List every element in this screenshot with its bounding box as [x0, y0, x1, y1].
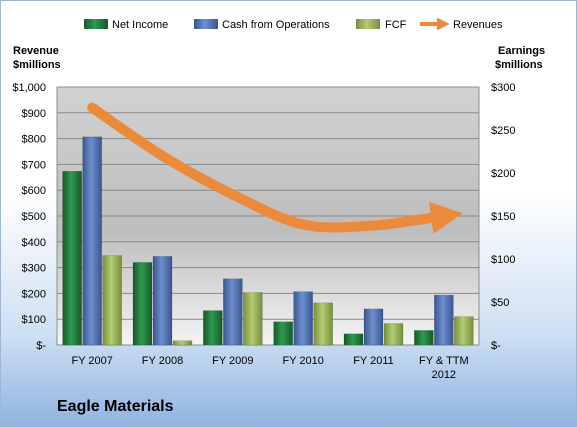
legend-swatch-fcf — [356, 19, 380, 29]
left-tick-label: $900 — [22, 108, 46, 120]
legend-swatch-cash-from-operations — [194, 19, 218, 29]
legend-label-fcf: FCF — [385, 19, 407, 31]
right-tick-label: $200 — [491, 168, 515, 180]
left-tick-label: $300 — [22, 263, 46, 275]
bar-fcf — [172, 340, 193, 346]
line-revenues — [87, 102, 463, 234]
bar-cash-from-operations — [82, 136, 102, 346]
category-label: FY 2007 — [71, 355, 112, 367]
category-label: FY 2008 — [142, 355, 183, 367]
bar-net-income — [414, 330, 434, 346]
revenue-line — [87, 102, 463, 234]
legend-label-revenues: Revenues — [453, 19, 503, 31]
company-name: Eagle Materials — [57, 398, 174, 415]
bars — [62, 136, 474, 346]
left-tick-label: $100 — [22, 314, 46, 326]
bar-fcf — [243, 292, 263, 346]
left-tick-label: $200 — [22, 288, 46, 300]
bar-cash-from-operations — [434, 294, 454, 346]
right-tick-label: $300 — [491, 82, 515, 94]
bar-fcf — [102, 255, 122, 346]
bar-net-income — [62, 171, 82, 346]
legend-swatch-net-income — [84, 19, 108, 29]
gridlines — [57, 112, 479, 320]
left-axis-ticks: $- $100 $200 $300 $400 $500 $600 $700 $800 $900 $1… — [12, 82, 46, 352]
bar-net-income — [343, 333, 364, 346]
legend-label-net-income: Net Income — [112, 19, 168, 31]
bar-cash-from-operations — [152, 256, 173, 346]
bar-cash-from-operations — [363, 308, 384, 346]
right-axis-title-line-1: Earnings — [498, 45, 545, 57]
left-tick-label: $400 — [22, 237, 46, 249]
category-label: FY 2009 — [212, 355, 253, 367]
right-tick-label: $- — [491, 340, 501, 352]
left-tick-label: $500 — [22, 211, 46, 223]
right-tick-label: $50 — [491, 297, 509, 309]
category-axis-labels: FY 2007 FY 2008 FY 2009 FY 2010 FY 2011 FY & … — [71, 355, 468, 381]
left-tick-label: $800 — [22, 134, 46, 146]
right-axis-ticks: $- $50 $100 $150 $200 $250 $300 — [491, 82, 515, 352]
category-label: FY & TTM 2012 — [419, 355, 469, 381]
right-tick-label: $150 — [491, 211, 515, 223]
left-tick-label: $700 — [22, 159, 46, 171]
bar-fcf — [383, 323, 404, 346]
left-tick-label: $- — [36, 340, 46, 352]
legend: Net Income Cash from Operations FCF Reve… — [84, 17, 503, 31]
left-axis-title-line-2: $millions — [13, 59, 61, 71]
bar-net-income — [273, 321, 293, 346]
bar-cash-from-operations — [293, 291, 313, 346]
left-tick-label: $1,000 — [12, 82, 46, 94]
left-axis-title-line-1: Revenue — [13, 45, 59, 57]
bar-net-income — [132, 262, 153, 346]
bar-fcf — [454, 316, 474, 346]
bar-cash-from-operations — [223, 278, 243, 346]
right-tick-label: $250 — [491, 125, 515, 137]
category-label: FY 2011 — [353, 355, 394, 367]
right-axis-title-line-2: $millions — [495, 59, 543, 71]
category-label: FY 2010 — [282, 355, 323, 367]
right-tick-label: $100 — [491, 254, 515, 266]
left-tick-label: $600 — [22, 185, 46, 197]
bar-net-income — [203, 310, 223, 346]
bar-fcf — [313, 302, 333, 346]
legend-label-cash-from-operations: Cash from Operations — [222, 19, 330, 31]
